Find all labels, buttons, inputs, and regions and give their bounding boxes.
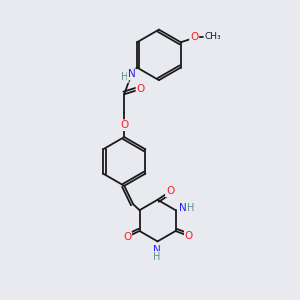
Text: N: N	[179, 203, 187, 213]
Text: O: O	[185, 231, 193, 241]
Text: N: N	[153, 245, 161, 255]
Text: O: O	[120, 120, 128, 130]
Text: CH₃: CH₃	[204, 32, 221, 41]
Text: O: O	[136, 84, 145, 94]
Text: H: H	[187, 203, 195, 213]
Text: O: O	[166, 187, 174, 196]
Text: H: H	[121, 72, 128, 82]
Text: O: O	[190, 32, 198, 42]
Text: H: H	[153, 252, 161, 262]
Text: N: N	[128, 69, 136, 80]
Text: O: O	[123, 232, 131, 242]
